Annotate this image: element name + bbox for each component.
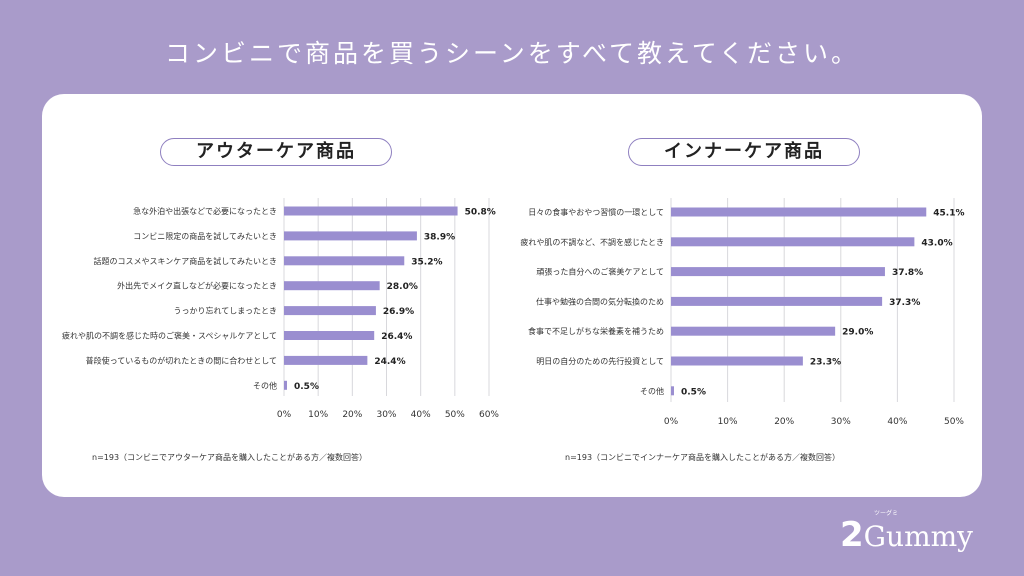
right-chart-title: インナーケア商品: [628, 138, 860, 166]
category-label: その他: [253, 380, 277, 390]
bar: [671, 237, 915, 247]
data-label: 45.1%: [933, 209, 964, 219]
category-label: うっかり忘れてしまったとき: [174, 306, 277, 316]
data-label: 0.5%: [294, 382, 319, 392]
logo: 2Gummy ツーグミ: [840, 510, 973, 555]
category-label: 外出先でメイク直しなどが必要になったとき: [117, 281, 277, 291]
data-label: 24.4%: [374, 357, 405, 367]
category-label: 明日の自分のための先行投資として: [536, 356, 664, 366]
data-label: 37.3%: [889, 298, 920, 308]
category-label: 仕事や勉強の合間の気分転換のため: [536, 296, 664, 306]
chart-card: [42, 94, 982, 497]
category-label: 頑張った自分へのご褒美ケアとして: [536, 267, 664, 277]
bar: [284, 206, 458, 216]
data-label: 29.0%: [842, 328, 873, 338]
data-label: 23.3%: [810, 358, 841, 368]
data-label: 43.0%: [921, 238, 952, 248]
category-label: コンビニ限定の商品を試してみたいとき: [133, 231, 277, 241]
bar: [671, 267, 885, 277]
tick-label: 10%: [718, 417, 738, 427]
tick-label: 0%: [277, 410, 292, 420]
tick-label: 30%: [831, 417, 851, 427]
bar: [671, 386, 674, 396]
tick-label: 50%: [445, 410, 465, 420]
left-chart-note: n=193（コンビニでアウターケア商品を購入したことがある方／複数回答）: [92, 453, 368, 462]
category-label: 食事で不足しがちな栄養素を補うため: [528, 326, 664, 336]
tick-label: 0%: [664, 417, 679, 427]
tick-label: 40%: [411, 410, 431, 420]
data-label: 37.8%: [892, 268, 923, 278]
bar: [284, 380, 287, 390]
logo-number: 2: [840, 515, 864, 555]
bar: [671, 296, 883, 306]
tick-label: 40%: [887, 417, 907, 427]
category-label: 疲れや肌の不調を感じた時のご褒美・スペシャルケアとして: [62, 331, 277, 341]
category-label: 急な外泊や出張などで必要になったとき: [133, 206, 277, 216]
bar: [284, 281, 380, 291]
bar: [284, 256, 405, 266]
tick-label: 50%: [944, 417, 964, 427]
data-label: 50.8%: [465, 208, 496, 218]
bar: [671, 326, 836, 336]
category-label: 疲れや肌の不調など、不調を感じたとき: [520, 237, 664, 247]
category-label: その他: [640, 386, 664, 396]
left-chart-title: アウターケア商品: [160, 138, 392, 166]
bar: [284, 331, 375, 340]
logo-kana: ツーグミ: [874, 510, 899, 517]
bar: [284, 231, 417, 241]
right-chart-note: n=193（コンビニでインナーケア商品を購入したことがある方／複数回答）: [565, 453, 841, 462]
page-title: コンビニで商品を買うシーンをすべて教えてください。: [164, 39, 859, 68]
bar: [671, 207, 927, 217]
tick-label: 10%: [308, 410, 328, 420]
bar: [284, 355, 368, 365]
category-label: 話題のコスメやスキンケア商品を試してみたいとき: [93, 256, 277, 266]
tick-label: 30%: [376, 410, 396, 420]
data-label: 26.9%: [383, 307, 414, 317]
category-label: 日々の食事やおやつ習慣の一環として: [528, 207, 664, 217]
category-label: 普段使っているものが切れたときの間に合わせとして: [86, 355, 277, 365]
data-label: 35.2%: [411, 257, 442, 267]
logo-name: Gummy: [863, 520, 973, 553]
data-label: 0.5%: [681, 387, 706, 397]
tick-label: 60%: [479, 410, 499, 420]
tick-label: 20%: [342, 410, 362, 420]
bar: [284, 306, 376, 316]
tick-label: 20%: [774, 417, 794, 427]
bar: [671, 356, 803, 366]
data-label: 26.4%: [381, 332, 412, 342]
data-label: 28.0%: [387, 282, 418, 292]
data-label: 38.9%: [424, 232, 455, 242]
